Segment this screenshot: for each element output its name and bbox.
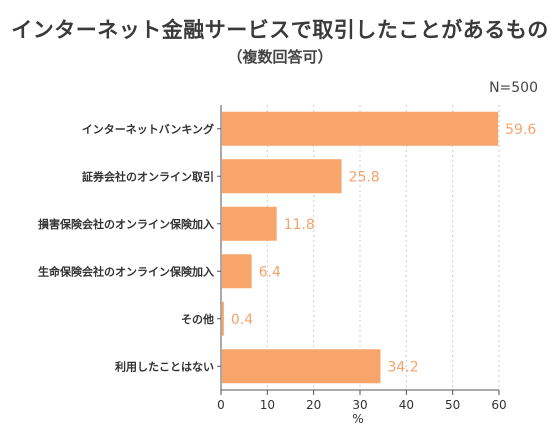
- value-label: 25.8: [349, 169, 380, 185]
- chart-title: インターネット金融サービスで取引したことがあるもの: [11, 18, 549, 42]
- bar: [222, 111, 499, 146]
- category-label: 損害保険会社のオンライン保険加入: [38, 217, 214, 231]
- x-tick-label: 40: [399, 398, 414, 412]
- category-label: その他: [181, 312, 214, 326]
- x-tick-label: 60: [491, 398, 506, 412]
- category-label: 生命保険会社のオンライン保険加入: [38, 264, 214, 278]
- value-label: 0.4: [231, 312, 253, 328]
- value-label: 11.8: [284, 217, 315, 233]
- chart-subtitle: （複数回答可）: [227, 48, 333, 66]
- bar: [222, 159, 342, 194]
- category-labels: インターネットバンキング証券会社のオンライン取引損害保険会社のオンライン保険加入…: [38, 122, 214, 374]
- bar: [222, 349, 381, 384]
- value-label: 59.6: [505, 122, 536, 138]
- gridlines: [266, 105, 500, 390]
- category-label: 証券会社のオンライン取引: [82, 169, 214, 183]
- x-tick-label: 20: [306, 398, 321, 412]
- sample-size-note: N=500: [489, 80, 538, 96]
- value-label: 34.2: [387, 359, 418, 375]
- x-axis: 0 10 20 30 40 50 60%: [217, 105, 507, 426]
- x-tick-label: 30: [352, 398, 367, 412]
- category-label: インターネットバンキング: [82, 122, 214, 136]
- value-label: 6.4: [259, 264, 281, 280]
- x-tick-label: 0: [217, 398, 225, 412]
- bars: [222, 111, 499, 384]
- bar: [222, 254, 252, 289]
- category-label: 利用したことはない: [115, 359, 214, 373]
- bar: [222, 206, 277, 241]
- x-axis-label: %: [352, 412, 363, 426]
- bar: [222, 301, 224, 336]
- x-tick-label: 10: [260, 398, 275, 412]
- value-labels: 59.6 25.8 11.8 6.4 0.4 34.2: [231, 122, 537, 376]
- x-tick-label: 50: [445, 398, 460, 412]
